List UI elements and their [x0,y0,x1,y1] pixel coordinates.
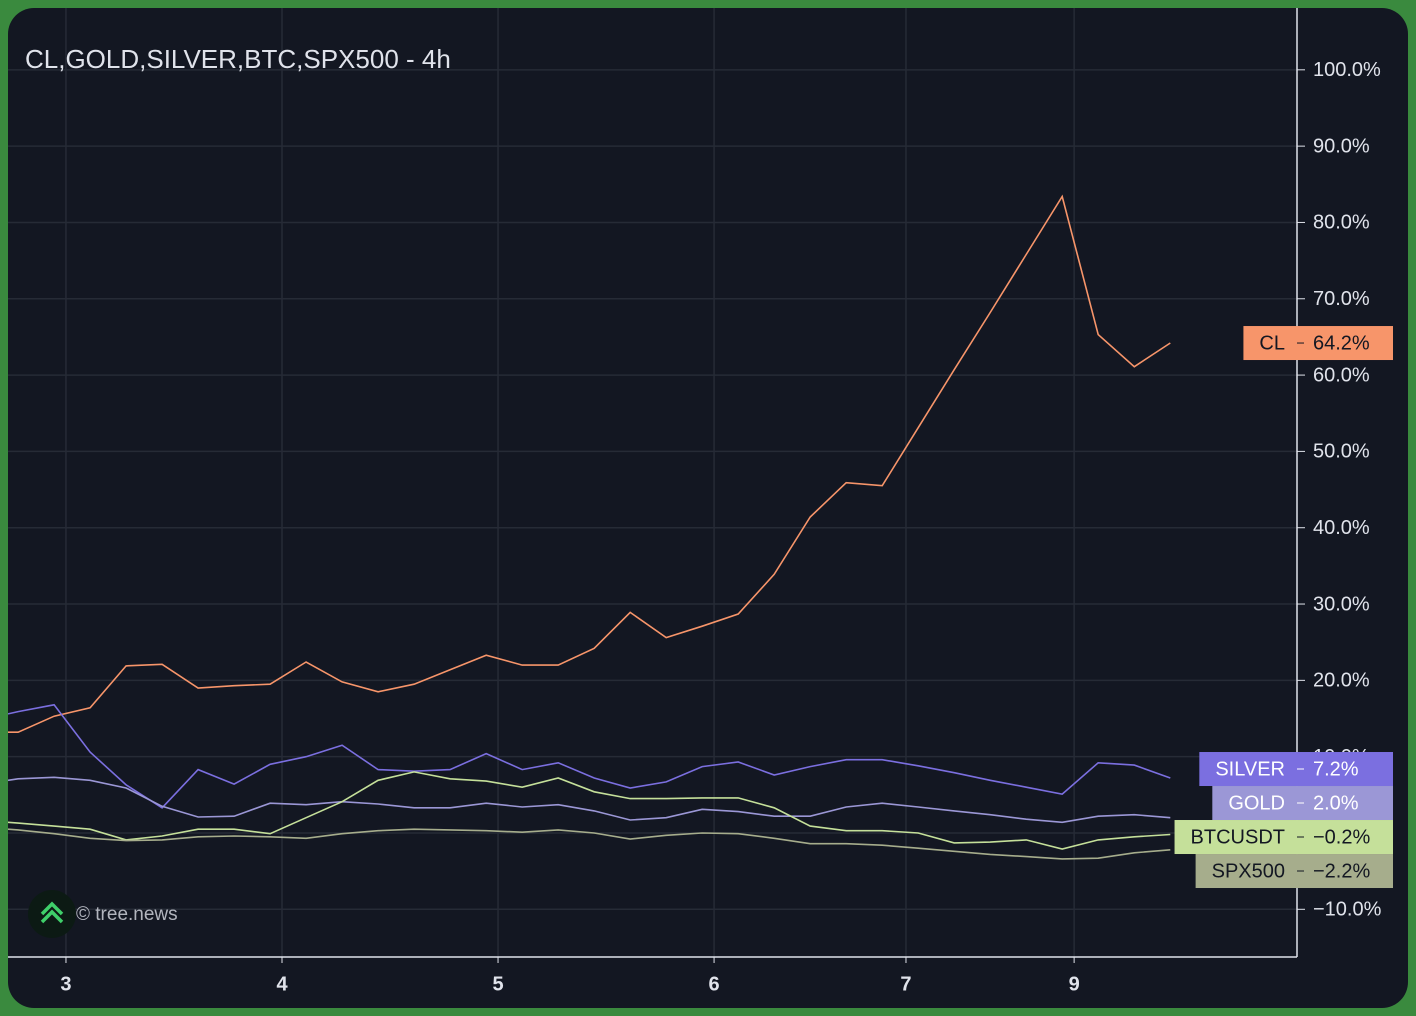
x-tick-label: 9 [1069,973,1080,995]
watermark: © tree.news [76,904,178,925]
legend-label: CL [1259,332,1285,354]
end-badge [1243,326,1393,361]
y-tick-label: 70.0% [1313,288,1370,310]
y-tick-label: 20.0% [1313,670,1370,692]
y-tick-label: 80.0% [1313,212,1370,234]
series-line [8,703,1171,809]
legend-label: SPX500 [1212,860,1285,882]
chart-title: CL,GOLD,SILVER,BTC,SPX500 - 4h [25,44,451,74]
series-line [8,828,1171,860]
lines [8,194,1171,860]
grid [8,8,1297,957]
series-line [8,771,1171,850]
x-tick-label: 6 [709,973,720,995]
y-tick-label: 60.0% [1313,364,1370,386]
legend-label: GOLD [1228,792,1285,814]
series-line [8,194,1171,733]
x-tick-label: 3 [60,973,71,995]
y-tick-label: −10.0% [1313,899,1382,921]
series-line [8,776,1171,824]
end-value-label: 7.2% [1313,758,1359,780]
y-tick-label: 100.0% [1313,59,1381,81]
y-tick-label: 50.0% [1313,441,1370,463]
x-tick-label: 5 [492,973,503,995]
end-badge [1199,752,1393,787]
legend-label: BTCUSDT [1191,826,1285,848]
logo-icon [40,901,64,924]
end-value-label: −2.2% [1313,860,1370,882]
end-value-label: 64.2% [1313,332,1370,354]
x-tick-label: 4 [276,973,288,995]
legend-label: SILVER [1215,758,1285,780]
x-tick-label: 7 [900,973,911,995]
y-tick-label: 90.0% [1313,135,1370,157]
end-badge [1174,820,1393,855]
badges: CL 64.2% SILVER 7.2% GOLD 2.0% BTCUSDT −0.2% SPX… [1174,326,1393,889]
end-badge [1195,854,1393,889]
end-value-label: −0.2% [1313,826,1370,848]
y-tick-label: 40.0% [1313,517,1370,539]
end-value-label: 2.0% [1313,792,1359,814]
panel [8,8,1408,1008]
y-tick-label: 30.0% [1313,593,1370,615]
